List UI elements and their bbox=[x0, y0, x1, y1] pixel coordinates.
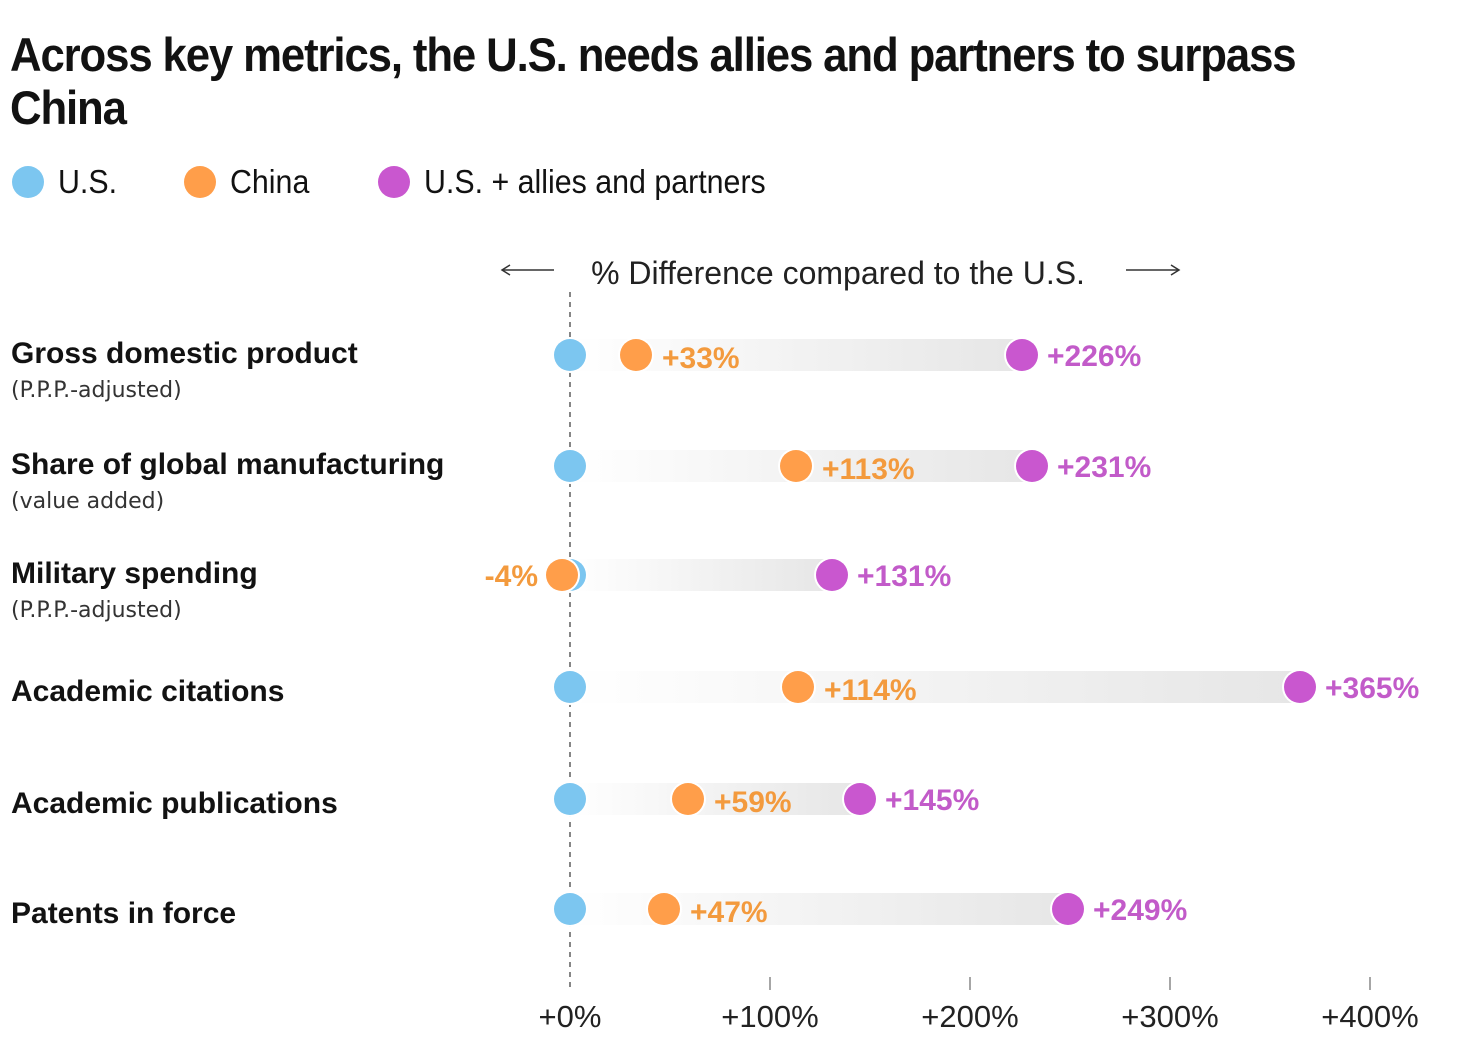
x-tick-label: +0% bbox=[539, 999, 602, 1034]
china-value-label: +33% bbox=[662, 342, 740, 375]
legend: U.S. China U.S. + allies and partners bbox=[12, 160, 858, 204]
allies-dot bbox=[816, 559, 848, 591]
china-dot bbox=[546, 559, 578, 591]
legend-dot-allies-icon bbox=[378, 166, 411, 198]
x-tick-label: +300% bbox=[1121, 999, 1218, 1034]
china-dot bbox=[672, 783, 704, 815]
allies-value-label: +365% bbox=[1325, 672, 1419, 705]
chart-title: Across key metrics, the U.S. needs allie… bbox=[10, 28, 1297, 134]
china-dot bbox=[780, 450, 812, 482]
china-dot bbox=[648, 893, 680, 925]
axis-title: % Difference compared to the U.S. bbox=[591, 255, 1085, 291]
us-dot bbox=[554, 893, 586, 925]
left-arrowhead-icon bbox=[500, 264, 511, 276]
allies-value-label: +226% bbox=[1047, 340, 1141, 373]
allies-dot bbox=[1016, 450, 1048, 482]
allies-dot bbox=[844, 783, 876, 815]
us-dot bbox=[554, 783, 586, 815]
legend-dot-us-icon bbox=[12, 166, 44, 198]
allies-value-label: +249% bbox=[1093, 894, 1187, 927]
x-tick-label: +100% bbox=[721, 999, 818, 1034]
category-label: Patents in force bbox=[11, 897, 236, 930]
china-value-label: +114% bbox=[824, 674, 917, 707]
legend-item-allies: U.S. + allies and partners bbox=[378, 163, 795, 201]
us-dot bbox=[554, 671, 586, 703]
data-points bbox=[544, 337, 1318, 927]
china-value-label: +47% bbox=[690, 896, 768, 929]
category-label: Academic citations bbox=[11, 675, 284, 708]
x-tick-label: +200% bbox=[921, 999, 1018, 1034]
x-axis: % Difference compared to the U.S. +0% +100… bbox=[500, 255, 1419, 1034]
us-dot bbox=[554, 450, 586, 482]
category-label: Military spending bbox=[11, 557, 258, 590]
china-dot bbox=[620, 339, 652, 371]
allies-dot bbox=[1284, 671, 1316, 703]
category-sublabel: (P.P.P.-adjusted) bbox=[11, 598, 182, 623]
category-sublabel: (value added) bbox=[11, 489, 164, 514]
legend-dot-china-icon bbox=[184, 166, 217, 198]
us-dot bbox=[554, 339, 586, 371]
allies-value-label: +145% bbox=[885, 784, 979, 817]
china-value-label: +59% bbox=[714, 786, 792, 819]
allies-value-label: +131% bbox=[857, 560, 951, 593]
china-dot bbox=[782, 671, 814, 703]
category-label: Academic publications bbox=[11, 787, 338, 820]
legend-item-china: China bbox=[184, 163, 316, 201]
china-value-label: +113% bbox=[822, 453, 915, 486]
labels: Gross domestic product (P.P.P.-adjusted) +… bbox=[11, 337, 1419, 930]
range-bar bbox=[570, 671, 1300, 703]
allies-dot bbox=[1052, 893, 1084, 925]
category-label: Gross domestic product bbox=[11, 337, 358, 370]
x-tick-label: +400% bbox=[1321, 999, 1418, 1034]
right-arrowhead-icon bbox=[1170, 264, 1181, 276]
china-value-label: -4% bbox=[485, 560, 538, 593]
legend-label-us: U.S. bbox=[58, 163, 118, 200]
range-bar bbox=[570, 893, 1068, 925]
category-label: Share of global manufacturing bbox=[11, 448, 444, 481]
legend-item-us: U.S. bbox=[12, 163, 122, 201]
range-bar bbox=[570, 783, 860, 815]
range-bar bbox=[570, 559, 832, 591]
legend-label-allies: U.S. + allies and partners bbox=[424, 163, 767, 200]
legend-label-china: China bbox=[230, 163, 310, 200]
allies-dot bbox=[1006, 339, 1038, 371]
category-sublabel: (P.P.P.-adjusted) bbox=[11, 378, 182, 403]
range-bars bbox=[570, 339, 1300, 925]
allies-value-label: +231% bbox=[1057, 451, 1151, 484]
